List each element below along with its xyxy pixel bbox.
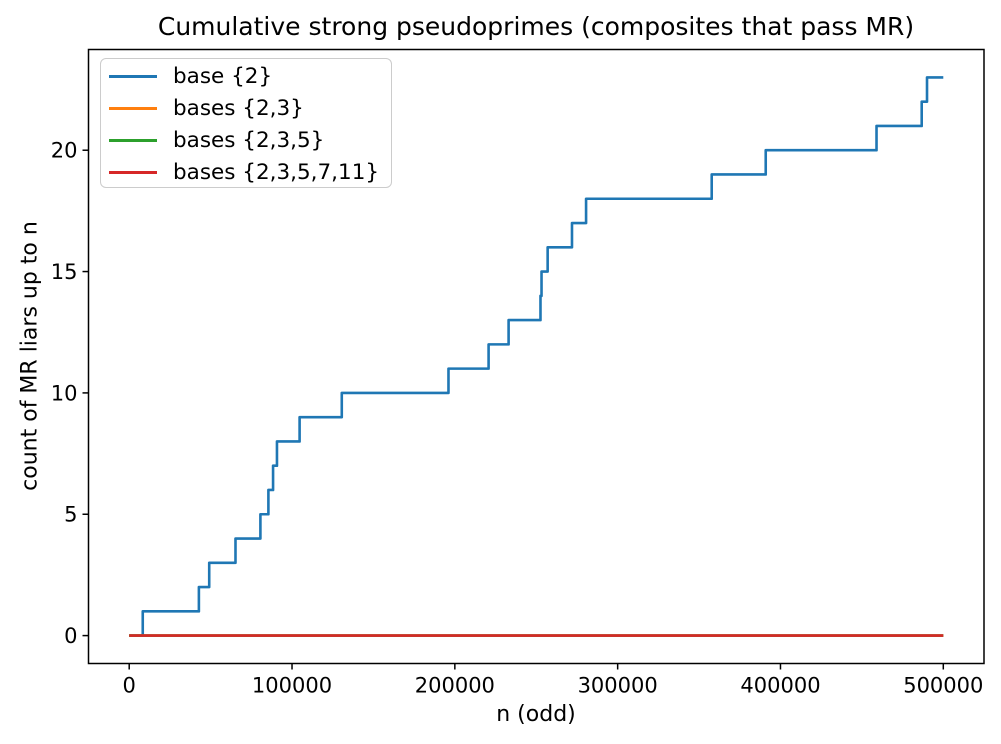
x-tick-label: 300000 bbox=[578, 674, 658, 698]
chart-title: Cumulative strong pseudoprimes (composit… bbox=[157, 12, 915, 41]
legend-label: bases {2,3,5,7,11} bbox=[173, 159, 380, 185]
legend-line-sample bbox=[109, 74, 157, 78]
legend-item: bases {2,3} bbox=[109, 92, 391, 124]
legend-label: base {2} bbox=[173, 63, 273, 89]
x-tick-label: 100000 bbox=[252, 674, 332, 698]
y-tick-label: 0 bbox=[64, 624, 77, 648]
y-tick-label: 20 bbox=[51, 139, 78, 163]
x-tick-label: 400000 bbox=[740, 674, 820, 698]
x-tick-label: 200000 bbox=[415, 674, 495, 698]
legend-line-sample bbox=[109, 170, 157, 174]
legend-label: bases {2,3} bbox=[173, 95, 304, 121]
legend-item: base {2} bbox=[109, 60, 391, 92]
legend-line-sample bbox=[109, 138, 157, 142]
legend-item: bases {2,3,5,7,11} bbox=[109, 156, 391, 188]
x-axis-label: n (odd) bbox=[496, 702, 576, 727]
legend-label: bases {2,3,5} bbox=[173, 127, 325, 153]
x-tick-label: 500000 bbox=[903, 674, 983, 698]
y-tick-label: 10 bbox=[51, 381, 78, 405]
x-tick-label: 0 bbox=[123, 674, 136, 698]
y-axis-label: count of MR liars up to n bbox=[17, 221, 43, 491]
legend-item: bases {2,3,5} bbox=[109, 124, 391, 156]
legend-line-sample bbox=[109, 106, 157, 110]
y-tick-label: 15 bbox=[51, 260, 78, 284]
axes-frame bbox=[87, 48, 985, 665]
y-tick-label: 5 bbox=[64, 503, 77, 527]
series-line-base-2 bbox=[129, 76, 944, 637]
legend: base {2} bases {2,3} bases {2,3,5} bases {2… bbox=[100, 58, 392, 188]
